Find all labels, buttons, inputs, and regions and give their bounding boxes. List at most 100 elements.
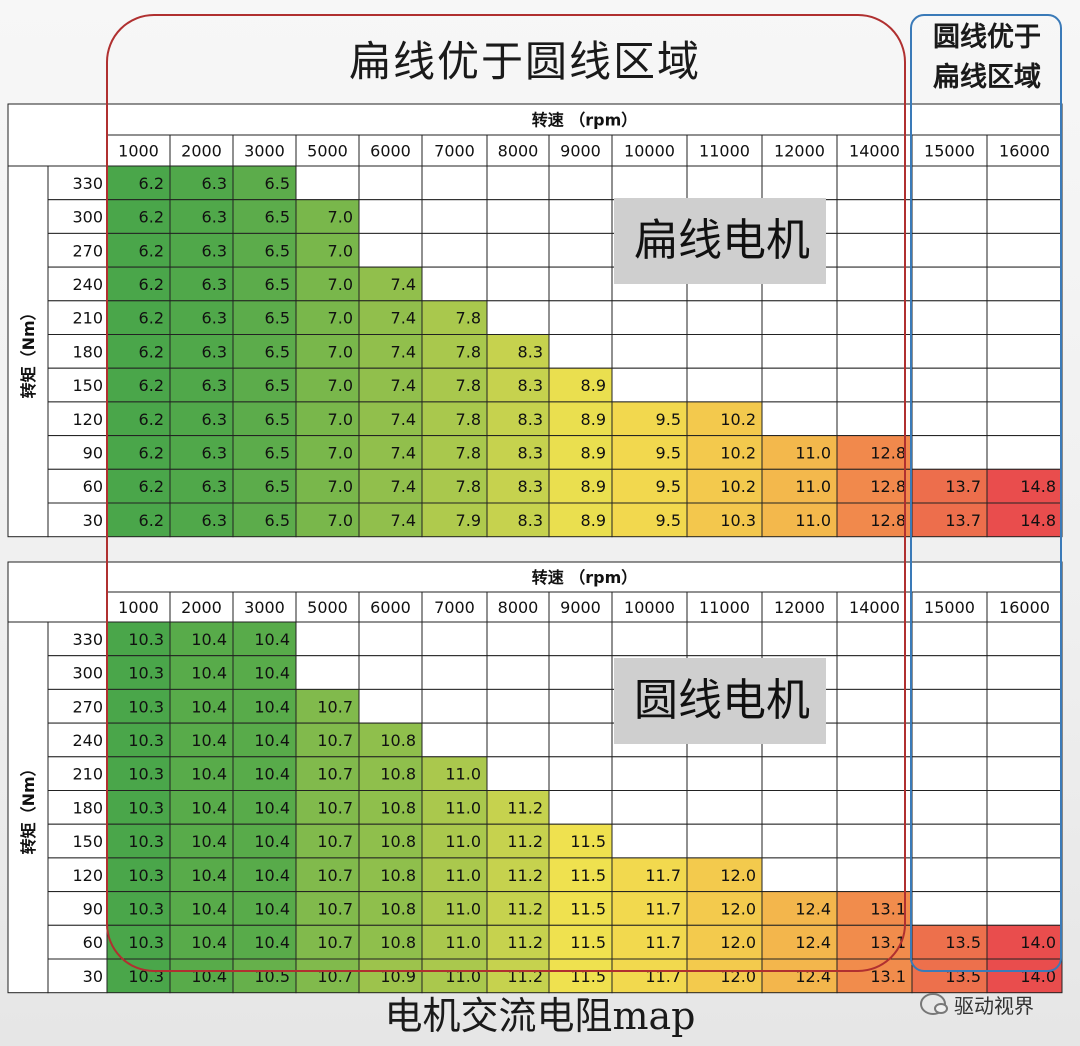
heatmap-cell xyxy=(686,435,763,470)
heatmap-cell xyxy=(486,232,550,268)
heatmap-cell xyxy=(836,823,913,859)
x-tick-label: 6000 xyxy=(370,142,411,161)
cell-value-label: 6.5 xyxy=(265,410,290,429)
heatmap-cell xyxy=(421,401,488,437)
cell-value-label: 8.9 xyxy=(581,443,606,462)
x-tick-cell xyxy=(611,134,688,167)
cell-value-label: 10.4 xyxy=(254,899,290,918)
region-title-round-better-line2: 扁线区域 xyxy=(933,62,1041,93)
cell-value-label: 11.0 xyxy=(795,511,831,530)
cell-value-label: 9.5 xyxy=(656,511,681,530)
cell-value-label: 10.4 xyxy=(254,866,290,885)
heatmap-cell xyxy=(548,199,613,234)
cell-value-label: 6.3 xyxy=(202,241,227,260)
cell-value-label: 10.4 xyxy=(191,731,227,750)
heatmap-cell xyxy=(486,958,550,994)
heatmap-cell xyxy=(421,300,488,335)
cell-value-label: 9.5 xyxy=(656,443,681,462)
heatmap-cell xyxy=(986,722,1063,758)
cell-value-label: 8.9 xyxy=(581,410,606,429)
cell-value-label: 7.0 xyxy=(328,443,353,462)
heatmap-cell xyxy=(836,165,913,201)
y-tick-cell xyxy=(47,857,108,893)
cell-value-label: 7.4 xyxy=(391,511,416,530)
heatmap-cell xyxy=(106,266,171,302)
heatmap-cell xyxy=(169,199,234,234)
heatmap-cell xyxy=(911,435,988,470)
cell-value-label: 10.3 xyxy=(720,511,756,530)
heatmap-cell xyxy=(421,688,488,724)
heatmap-cell xyxy=(986,655,1063,690)
cell-value-label: 7.0 xyxy=(328,309,353,328)
cell-value-label: 10.3 xyxy=(128,630,164,649)
cell-value-label: 7.0 xyxy=(328,241,353,260)
cell-value-label: 10.3 xyxy=(128,866,164,885)
cell-value-label: 6.5 xyxy=(265,477,290,496)
heatmap-cell xyxy=(295,857,360,893)
cell-value-label: 12.0 xyxy=(720,933,756,952)
heatmap-cell xyxy=(295,165,360,201)
heatmap-cell xyxy=(232,232,297,268)
heatmap-cell xyxy=(836,756,913,791)
y-tick-label: 150 xyxy=(72,376,103,395)
heatmap-cell xyxy=(611,823,688,859)
x-tick-cell xyxy=(106,134,171,167)
heatmap-cell xyxy=(169,958,234,994)
heatmap-cell xyxy=(548,790,613,825)
y-tick-label: 330 xyxy=(72,174,103,193)
cell-value-label: 8.9 xyxy=(581,511,606,530)
heatmap-cell xyxy=(761,334,838,369)
heatmap-cell xyxy=(486,435,550,470)
cell-value-label: 14.8 xyxy=(1020,477,1056,496)
region-title-round-better: 圆线优于 扁线区域 xyxy=(914,18,1060,98)
heatmap-cell xyxy=(911,199,988,234)
cell-value-label: 6.3 xyxy=(202,342,227,361)
heatmap-cell xyxy=(421,502,488,538)
heatmap-cell xyxy=(986,621,1063,657)
y-tick-label: 90 xyxy=(83,443,103,462)
cell-value-label: 9.5 xyxy=(656,477,681,496)
heatmap-cell xyxy=(548,756,613,791)
flat-motor-label: 扁线电机 xyxy=(614,198,826,284)
x-tick-label: 15000 xyxy=(924,142,975,161)
cell-value-label: 13.1 xyxy=(870,933,906,952)
cell-value-label: 10.4 xyxy=(191,933,227,952)
heatmap-cell xyxy=(548,621,613,657)
heatmap-cell xyxy=(232,199,297,234)
cell-value-label: 8.3 xyxy=(518,477,543,496)
cell-value-label: 6.2 xyxy=(139,443,164,462)
heatmap-cell xyxy=(836,790,913,825)
cell-value-label: 6.2 xyxy=(139,511,164,530)
heatmap-cell xyxy=(421,722,488,758)
heatmap-cell xyxy=(295,722,360,758)
heatmap-cell xyxy=(486,722,550,758)
heatmap-cell xyxy=(358,165,423,201)
wechat-icon xyxy=(920,993,948,1015)
heatmap-cell xyxy=(986,401,1063,437)
x-tick-label: 12000 xyxy=(774,598,825,617)
heatmap-cell xyxy=(358,232,423,268)
heatmap-cell xyxy=(486,334,550,369)
cell-value-label: 10.4 xyxy=(191,664,227,683)
heatmap-cell xyxy=(986,756,1063,791)
heatmap-cell xyxy=(761,958,838,994)
heatmap-cell xyxy=(232,924,297,960)
x-tick-cell xyxy=(295,591,360,623)
cell-value-label: 7.4 xyxy=(391,376,416,395)
heatmap-cell xyxy=(911,367,988,403)
cell-value-label: 6.2 xyxy=(139,477,164,496)
cell-value-label: 6.5 xyxy=(265,174,290,193)
y-tick-label: 120 xyxy=(72,866,103,885)
heatmap-cell xyxy=(836,655,913,690)
y-tick-label: 30 xyxy=(83,967,103,986)
heatmap-cell xyxy=(548,165,613,201)
cell-value-label: 13.7 xyxy=(945,511,981,530)
cell-value-label: 11.7 xyxy=(645,899,681,918)
y-tick-label: 300 xyxy=(72,208,103,227)
y-axis-label: 转矩（Nm） xyxy=(19,304,38,398)
heatmap-cell xyxy=(232,823,297,859)
heatmap-cell xyxy=(169,232,234,268)
cell-value-label: 12.0 xyxy=(720,866,756,885)
cell-value-label: 6.5 xyxy=(265,443,290,462)
heatmap-cell xyxy=(761,468,838,504)
